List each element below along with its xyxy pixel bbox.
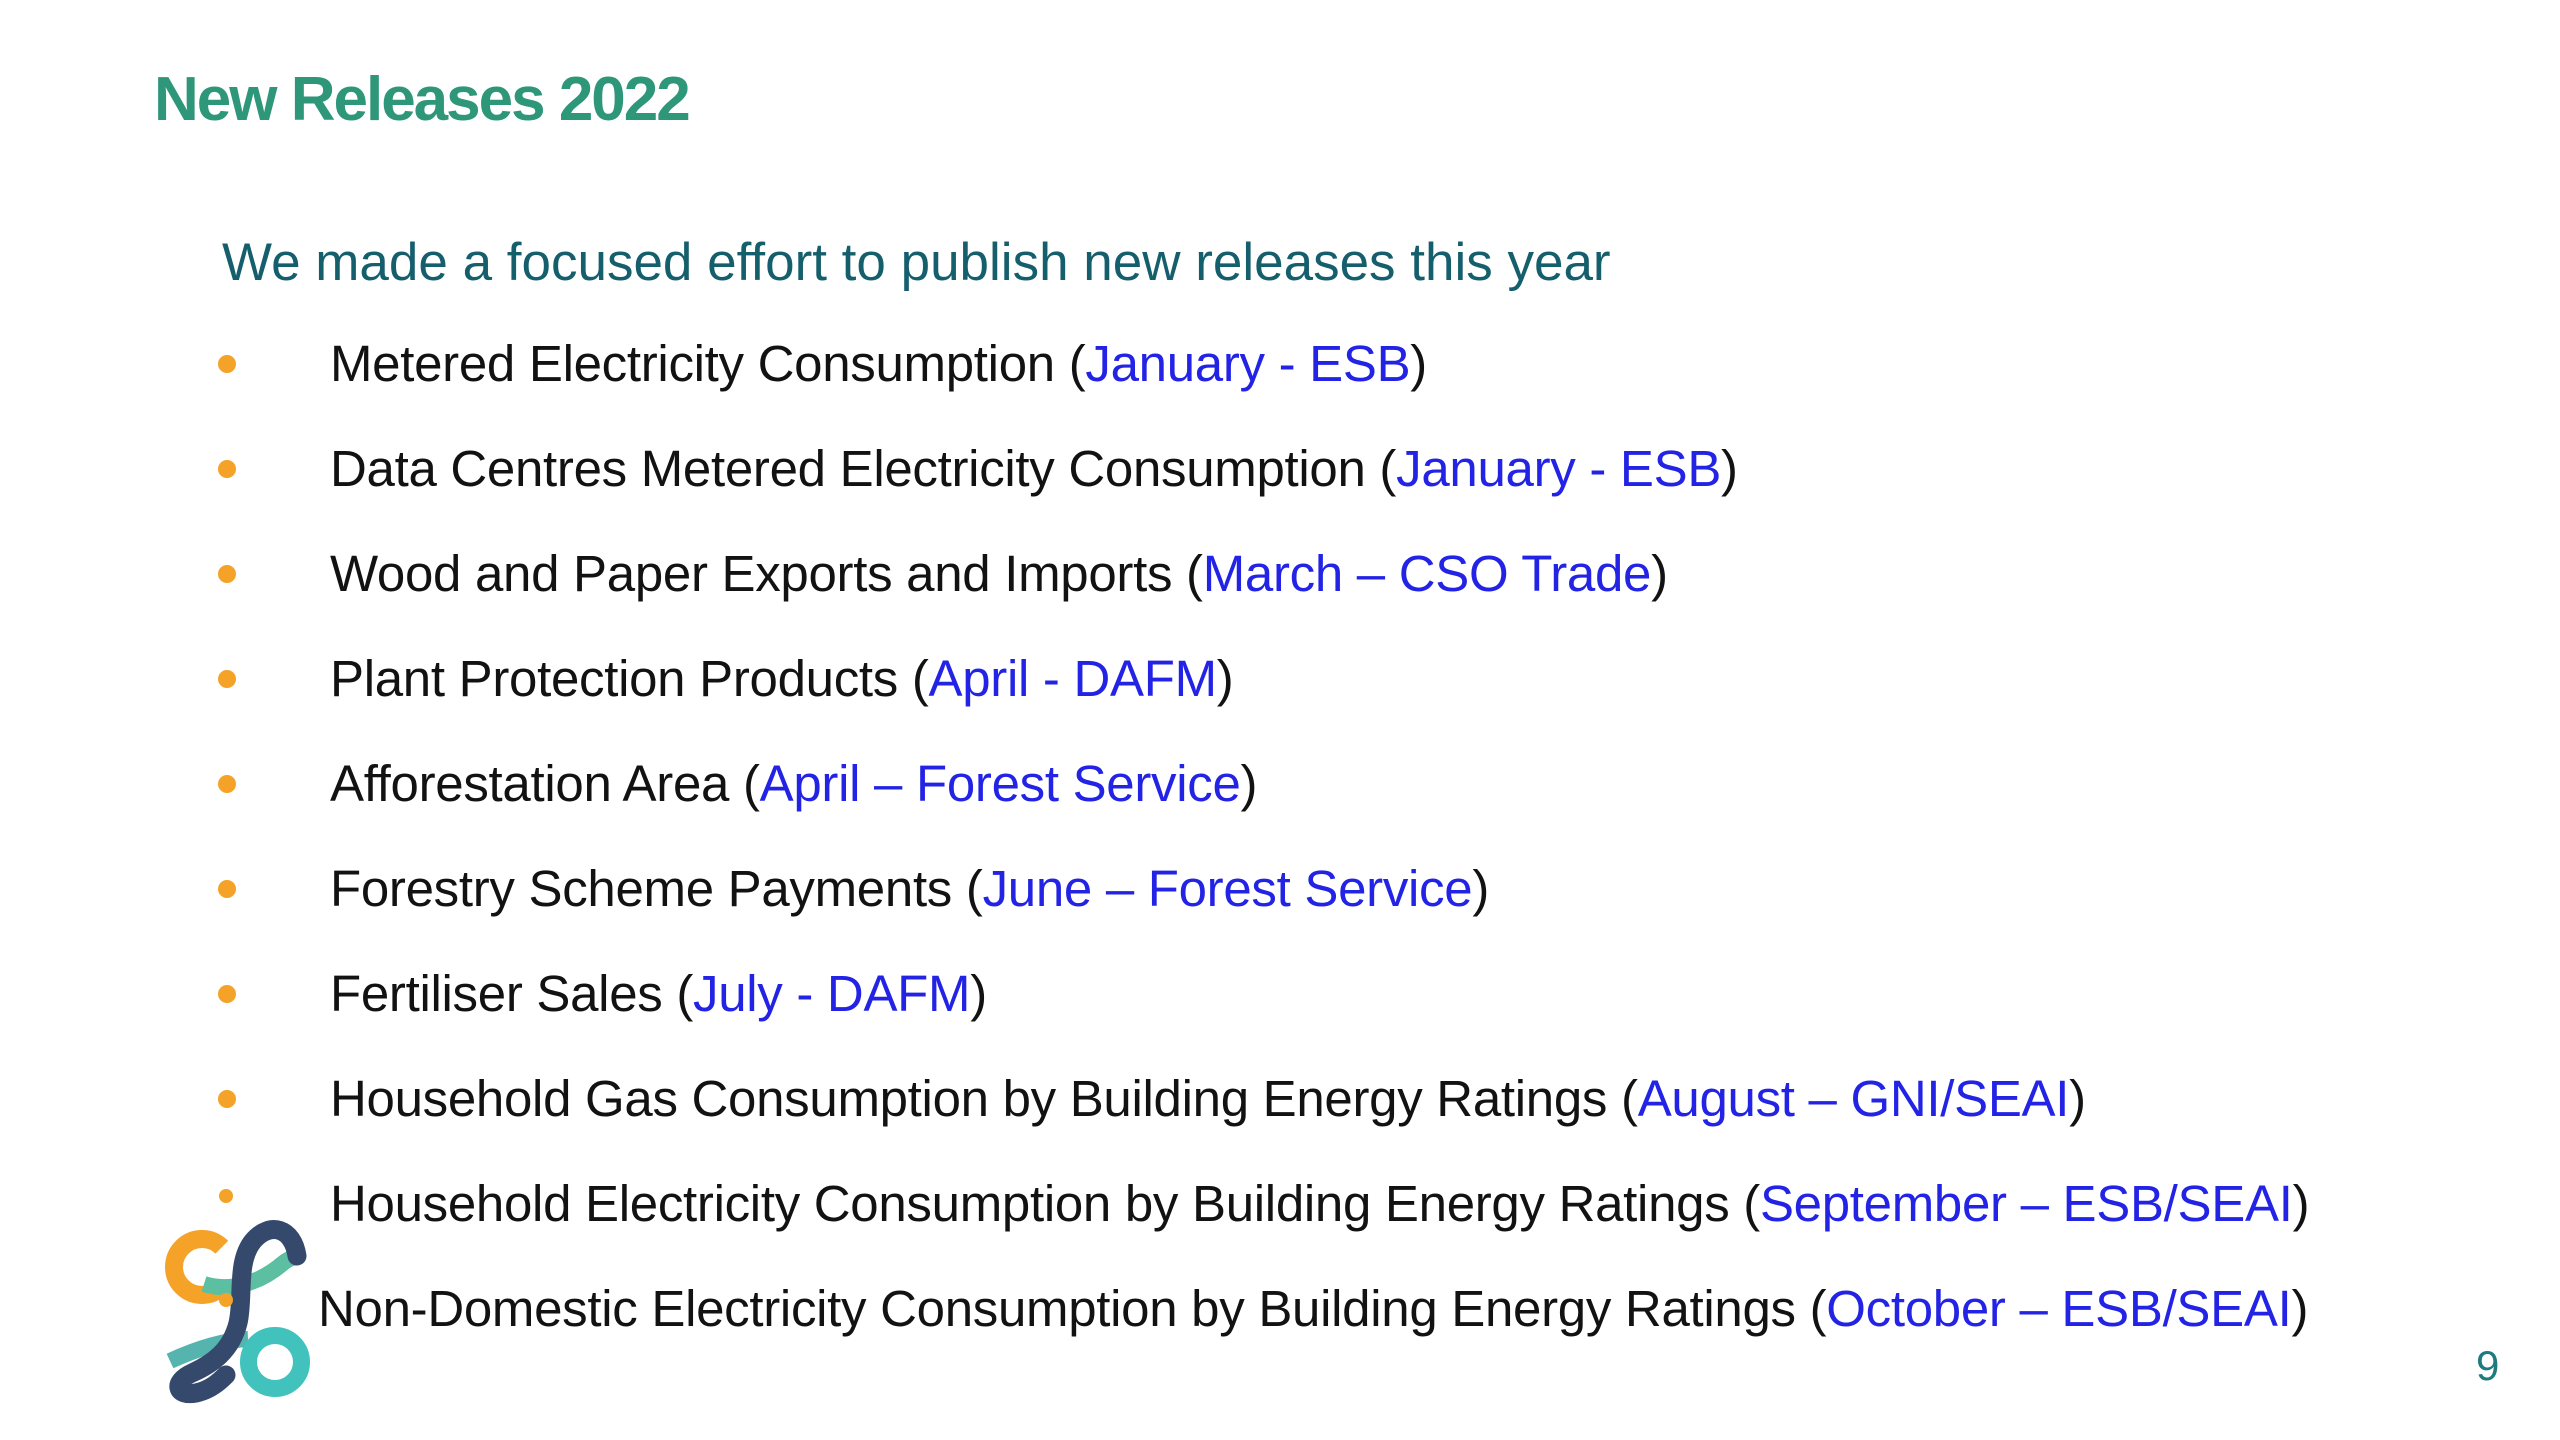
page-title: New Releases 2022	[154, 65, 691, 134]
release-closing-paren: )	[1721, 440, 1738, 497]
release-closing-paren: )	[2291, 1280, 2309, 1337]
release-closing-paren: )	[1410, 335, 1427, 392]
release-closing-paren: )	[1472, 860, 1490, 917]
release-text: Data Centres Metered Electricity Consump…	[330, 439, 1738, 498]
release-closing-paren: )	[1216, 650, 1234, 707]
release-closing-paren: )	[970, 965, 987, 1022]
list-item: Household Gas Consumption by Building En…	[218, 1046, 2518, 1151]
bullet-icon	[218, 984, 236, 1003]
logo-dot-top	[219, 1189, 233, 1203]
logo-dot-middle	[219, 1293, 233, 1307]
logo-ring	[240, 1327, 310, 1397]
release-name: Metered Electricity Consumption (	[330, 335, 1086, 392]
release-name: Household Electricity Consumption by Bui…	[330, 1175, 1760, 1232]
release-date-source-link[interactable]: October – ESB/SEAI	[1826, 1280, 2292, 1337]
logo-script-stroke	[169, 1220, 307, 1404]
release-text: Wood and Paper Exports and Imports (Marc…	[330, 544, 1668, 603]
release-text: Metered Electricity Consumption (January…	[330, 334, 1427, 393]
bullet-icon	[218, 564, 236, 583]
slide-subtitle: We made a focused effort to publish new …	[222, 233, 1611, 292]
release-text: Plant Protection Products (April - DAFM)	[330, 649, 1234, 708]
release-name: Afforestation Area (	[330, 755, 760, 812]
list-item: Metered Electricity Consumption (January…	[218, 311, 2518, 416]
release-date-source-link[interactable]: August – GNI/SEAI	[1637, 1070, 2070, 1127]
bullet-icon	[218, 669, 236, 688]
list-item: Non-Domestic Electricity Consumption by …	[218, 1256, 2518, 1361]
list-item: Plant Protection Products (April - DAFM)	[218, 626, 2518, 731]
release-list: Metered Electricity Consumption (January…	[218, 311, 2518, 1361]
list-item: Afforestation Area (April – Forest Servi…	[218, 731, 2518, 836]
cso-logo	[165, 1189, 310, 1404]
release-closing-paren: )	[1651, 545, 1668, 602]
release-name: Non-Domestic Electricity Consumption by …	[318, 1280, 1827, 1337]
release-date-source-link[interactable]: January - ESB	[1396, 440, 1722, 497]
bullet-icon	[218, 354, 236, 373]
list-item: Data Centres Metered Electricity Consump…	[218, 416, 2518, 521]
release-name: Data Centres Metered Electricity Consump…	[330, 440, 1397, 497]
list-item: Household Electricity Consumption by Bui…	[218, 1151, 2518, 1256]
release-date-source-link[interactable]: June – Forest Service	[982, 860, 1473, 917]
release-name: Household Gas Consumption by Building En…	[330, 1070, 1638, 1127]
release-name: Forestry Scheme Payments (	[330, 860, 983, 917]
release-date-source-link[interactable]: July - DAFM	[693, 965, 971, 1022]
list-item: Fertiliser Sales (July - DAFM)	[218, 941, 2518, 1046]
release-date-source-link[interactable]: September – ESB/SEAI	[1759, 1175, 2293, 1232]
release-closing-paren: )	[2292, 1175, 2310, 1232]
release-closing-paren: )	[1240, 755, 1258, 812]
bullet-icon	[218, 774, 236, 793]
release-name: Fertiliser Sales (	[330, 965, 694, 1022]
logo-c-arc	[165, 1230, 229, 1304]
release-text: Fertiliser Sales (July - DAFM)	[330, 964, 987, 1023]
release-text: Afforestation Area (April – Forest Servi…	[330, 754, 1258, 813]
release-date-source-link[interactable]: April – Forest Service	[759, 755, 1241, 812]
page-number: 9	[2476, 1342, 2500, 1389]
release-text: Non-Domestic Electricity Consumption by …	[318, 1279, 2308, 1338]
release-date-source-link[interactable]: April - DAFM	[928, 650, 1218, 707]
release-name: Wood and Paper Exports and Imports (	[330, 545, 1203, 602]
release-closing-paren: )	[2069, 1070, 2086, 1127]
release-name: Plant Protection Products (	[330, 650, 929, 707]
release-date-source-link[interactable]: March – CSO Trade	[1202, 545, 1652, 602]
release-text: Household Electricity Consumption by Bui…	[330, 1174, 2310, 1233]
list-item: Forestry Scheme Payments (June – Forest …	[218, 836, 2518, 941]
bullet-icon	[218, 879, 236, 898]
release-date-source-link[interactable]: January - ESB	[1085, 335, 1411, 392]
list-item: Wood and Paper Exports and Imports (Marc…	[218, 521, 2518, 626]
release-text: Forestry Scheme Payments (June – Forest …	[330, 859, 1489, 918]
release-text: Household Gas Consumption by Building En…	[330, 1069, 2086, 1128]
bullet-icon	[218, 459, 236, 478]
bullet-icon	[218, 1089, 236, 1108]
